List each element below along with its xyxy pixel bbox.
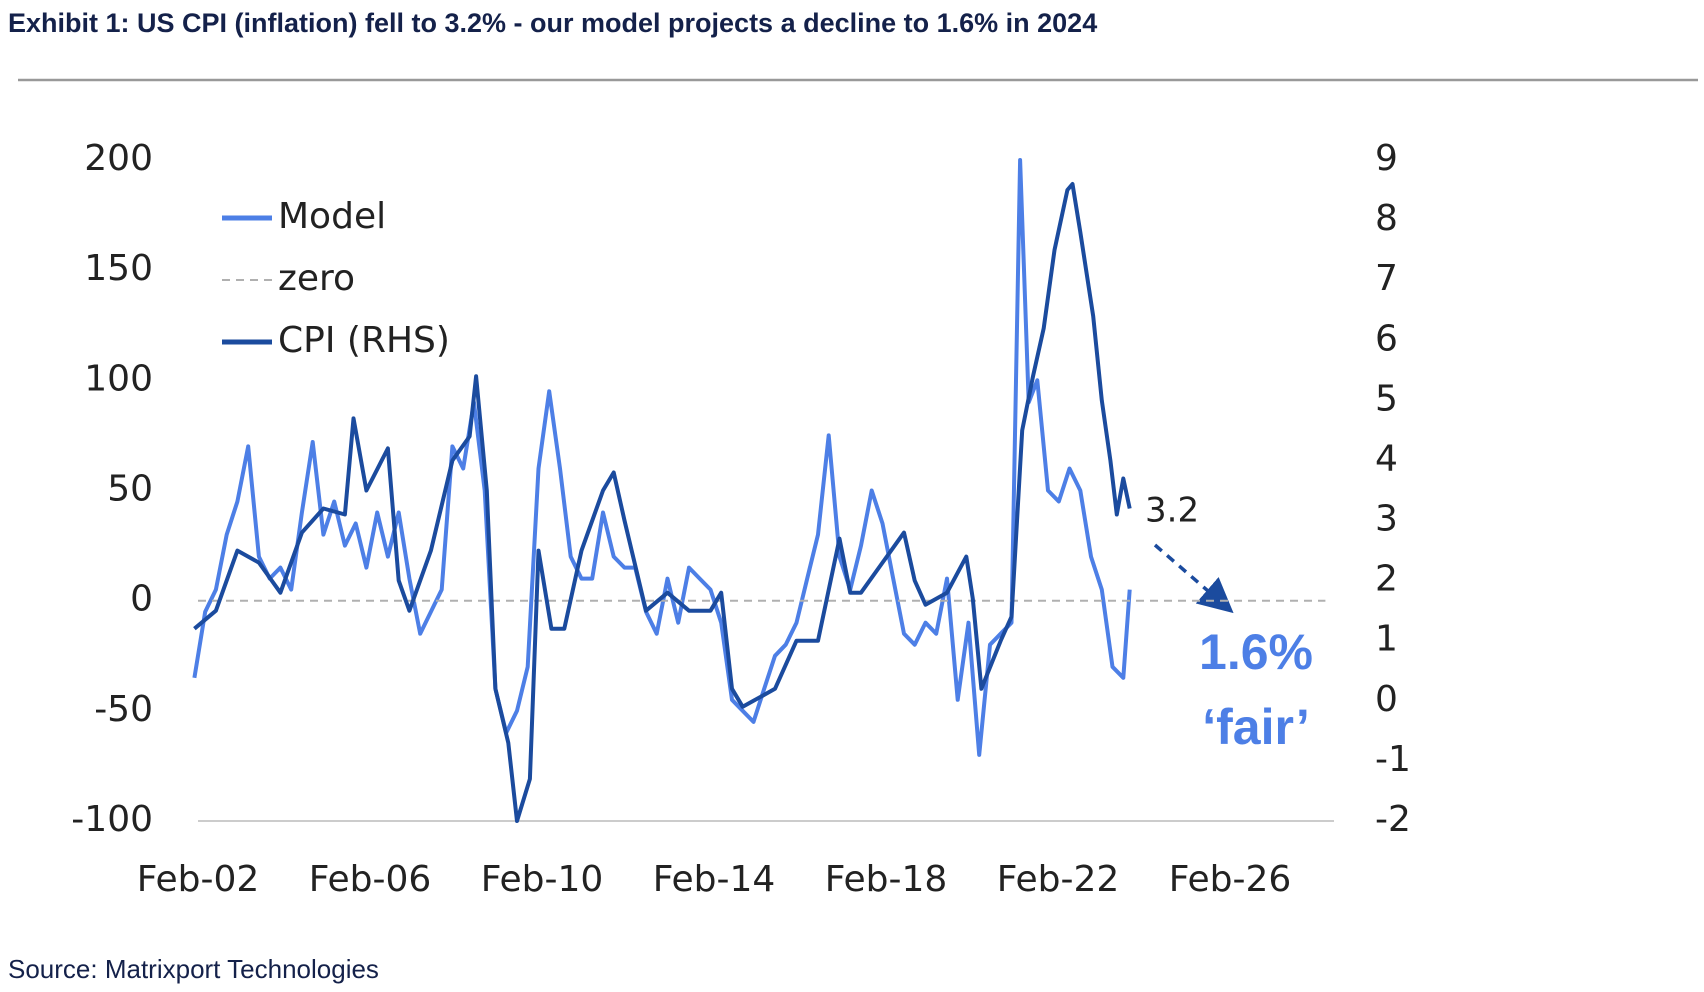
y-tick-label: -50: [94, 689, 153, 730]
source: Source: Matrixport Technologies: [8, 954, 379, 984]
arrow: [1153, 543, 1234, 614]
y2-tick-label: 5: [1375, 378, 1398, 419]
series-line: [193, 182, 1132, 823]
y-tick-label: -100: [71, 799, 153, 840]
annotation: 3.2: [1145, 491, 1199, 531]
y2-tick-label: 6: [1375, 318, 1398, 359]
x-tick-label: Feb-10: [481, 859, 604, 900]
y-tick-label: 150: [84, 248, 153, 289]
chart-title: Exhibit 1: US CPI (inflation) fell to 3.…: [8, 8, 1097, 38]
y2-tick-label: -2: [1375, 799, 1411, 840]
series-line: [192, 158, 1132, 757]
y-tick-label: 100: [84, 358, 153, 399]
y2-tick-label: 7: [1375, 258, 1398, 299]
x-tick-label: Feb-18: [825, 859, 948, 900]
y-tick-label: 50: [107, 469, 153, 510]
y2-tick-label: 1: [1375, 619, 1398, 660]
y2-tick-label: 0: [1375, 679, 1398, 720]
y2-tick-label: 8: [1375, 198, 1398, 239]
x-tick-label: Feb-26: [1169, 859, 1292, 900]
y-tick-label: 200: [84, 138, 153, 179]
y2-tick-label: 3: [1375, 499, 1398, 540]
x-tick-label: Feb-22: [997, 859, 1120, 900]
y2-tick-label: -1: [1375, 739, 1411, 780]
legend-label: Model: [278, 196, 386, 237]
legend-label: zero: [278, 258, 355, 299]
legend-label: CPI (RHS): [278, 320, 450, 361]
x-tick-label: Feb-14: [653, 859, 776, 900]
x-tick-label: Feb-06: [309, 859, 432, 900]
annotation: 1.6%: [1199, 624, 1313, 680]
y2-tick-label: 4: [1375, 438, 1398, 479]
annotation: ‘fair’: [1202, 699, 1309, 755]
y-tick-label: 0: [130, 579, 153, 620]
y2-tick-label: 2: [1375, 559, 1398, 600]
x-tick-label: Feb-02: [137, 859, 260, 900]
y2-tick-label: 9: [1375, 138, 1398, 179]
